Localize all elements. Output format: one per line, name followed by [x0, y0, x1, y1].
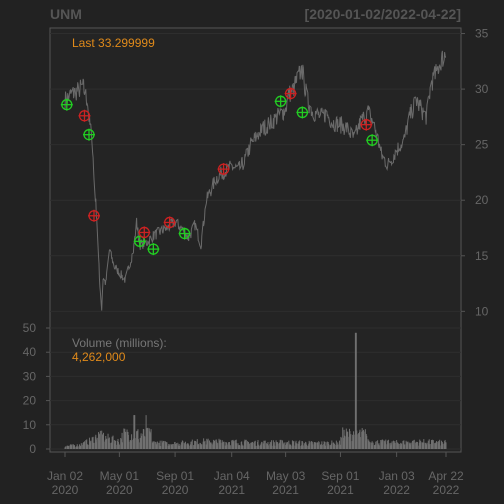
buy-marker: [274, 95, 287, 108]
price-gridlines: [50, 33, 461, 312]
volume-title: Volume (millions):: [72, 336, 167, 350]
sell-marker: [78, 109, 91, 122]
price-series: [64, 50, 447, 311]
price-tick-label: 30: [475, 82, 489, 96]
buy-marker: [133, 235, 146, 248]
date-tick-label: Jan 04: [214, 469, 250, 483]
volume-tick-label: 20: [23, 394, 37, 408]
buy-marker: [296, 106, 309, 119]
volume-tick-label: 30: [23, 369, 37, 383]
volume-panel-frame: [49, 327, 462, 453]
last-price-label: Last 33.299999: [72, 36, 155, 50]
date-tick-year: 2020: [52, 483, 79, 497]
date-tick-year: 2020: [162, 483, 189, 497]
sell-marker: [87, 209, 100, 222]
buy-marker: [366, 134, 379, 147]
date-tick-label: Apr 22: [428, 469, 464, 483]
date-tick-label: Jan 03: [379, 469, 415, 483]
ticker-label: UNM: [50, 6, 82, 22]
date-tick-year: 2021: [327, 483, 354, 497]
price-panel-frame: [49, 27, 462, 329]
volume-panel: 0 10 20 30 40 50 Volume (millions): 4,262,000: [23, 321, 462, 456]
trade-markers: [60, 87, 379, 256]
volume-tick-label: 0: [29, 442, 36, 456]
price-axis: 10 15 20 25 30 35: [461, 27, 489, 318]
date-tick-label: May 01: [100, 469, 140, 483]
price-tick-label: 25: [475, 138, 489, 152]
sell-marker: [360, 118, 373, 131]
volume-axis: 0 10 20 30 40 50: [23, 321, 50, 456]
date-tick-label: Sep 01: [156, 469, 194, 483]
date-tick-label: May 03: [266, 469, 306, 483]
buy-marker: [83, 128, 96, 141]
date-range-label: [2020-01-02/2022-04-22]: [305, 6, 461, 22]
date-tick-label: Jan 02: [47, 469, 83, 483]
sell-marker: [284, 87, 297, 100]
volume-value: 4,262,000: [72, 350, 126, 364]
volume-series: [64, 332, 447, 449]
date-tick-year: 2021: [272, 483, 299, 497]
buy-marker: [178, 227, 191, 240]
date-tick-label: Sep 01: [321, 469, 359, 483]
buy-marker: [147, 243, 160, 256]
price-tick-label: 20: [475, 193, 489, 207]
sell-marker: [217, 163, 230, 176]
price-tick-label: 15: [475, 249, 489, 263]
date-tick-year: 2020: [106, 483, 133, 497]
sell-marker: [163, 216, 176, 229]
date-tick-year: 2022: [383, 483, 410, 497]
volume-tick-label: 10: [23, 418, 37, 432]
price-line: [64, 50, 447, 311]
buy-marker: [60, 98, 73, 111]
price-tick-label: 10: [475, 304, 489, 318]
sell-marker: [138, 226, 151, 239]
volume-tick-label: 40: [23, 345, 37, 359]
price-panel: 10 15 20 25 30 35 Last 33.299999: [49, 27, 489, 329]
date-tick-year: 2021: [218, 483, 245, 497]
price-tick-label: 35: [475, 27, 489, 41]
volume-tick-label: 50: [23, 321, 37, 335]
date-tick-year: 2022: [433, 483, 460, 497]
